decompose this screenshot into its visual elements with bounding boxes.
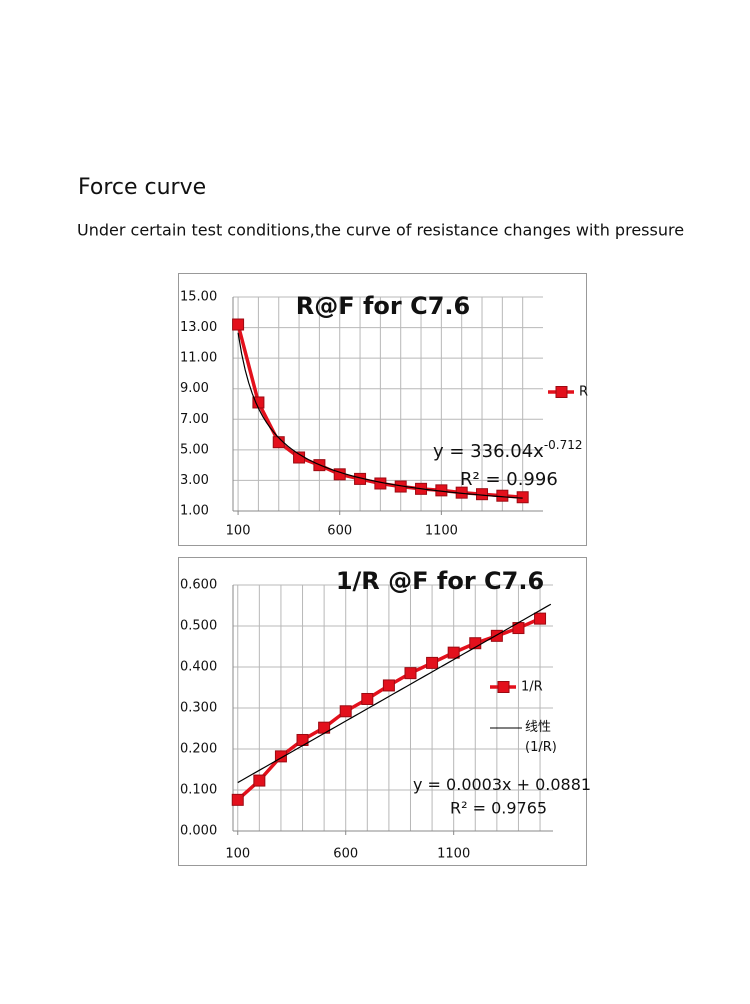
r-squared: R² = 0.996 <box>460 469 558 490</box>
page-subtitle: Under certain test conditions,the curve … <box>77 221 684 240</box>
legend-label-box: 线性 (1/R) <box>525 720 557 755</box>
y-tick-label: 0.600 <box>180 578 217 593</box>
y-tick-label: 7.00 <box>180 412 209 427</box>
legend-label: 1/R <box>521 680 543 695</box>
data-marker <box>516 491 529 504</box>
data-marker <box>534 612 547 625</box>
y-tick-label: 0.100 <box>180 783 217 798</box>
data-marker <box>469 637 482 650</box>
trend-equation: y = 336.04x-0.712 <box>433 438 583 463</box>
chart-title: R@F for C7.6 <box>296 292 470 320</box>
y-tick-label: 11.00 <box>180 351 217 366</box>
r-squared: R² = 0.9765 <box>450 799 547 818</box>
data-marker <box>490 629 503 642</box>
x-tick-label: 600 <box>327 524 352 539</box>
legend-marker <box>497 681 510 693</box>
y-tick-label: 5.00 <box>180 442 209 457</box>
chart-title: 1/R @F for C7.6 <box>336 567 544 595</box>
data-marker <box>496 489 509 502</box>
legend-marker <box>555 386 568 398</box>
data-marker <box>447 646 460 659</box>
data-marker <box>339 705 352 718</box>
x-tick-label: 100 <box>226 524 251 539</box>
data-marker <box>231 793 244 806</box>
y-tick-label: 9.00 <box>180 381 209 396</box>
trend-line <box>237 603 552 784</box>
y-tick-label: 0.200 <box>180 742 217 757</box>
y-tick-label: 3.00 <box>180 473 209 488</box>
data-marker <box>274 750 287 763</box>
x-tick-label: 1100 <box>425 524 458 539</box>
x-tick-label: 100 <box>225 847 250 862</box>
equation-text: y = 336.04x <box>433 441 544 462</box>
trend-line <box>237 332 523 499</box>
data-marker <box>272 436 285 449</box>
data-marker <box>382 679 395 692</box>
data-marker <box>253 774 266 787</box>
data-marker <box>232 318 245 331</box>
y-tick-label: 0.300 <box>180 701 217 716</box>
trend-equation: y = 0.0003x + 0.0881 <box>413 775 591 794</box>
equation-text: y = 0.0003x + 0.0881 <box>413 775 591 794</box>
y-tick-label: 0.400 <box>180 660 217 675</box>
x-tick-label: 1100 <box>437 847 470 862</box>
x-tick-label: 600 <box>333 847 358 862</box>
data-marker <box>361 692 374 705</box>
y-tick-label: 0.000 <box>180 824 217 839</box>
data-marker <box>426 656 439 669</box>
data-marker <box>476 488 489 501</box>
legend-label: 线性 (1/R) <box>525 720 557 755</box>
y-tick-label: 0.500 <box>180 619 217 634</box>
equation-exponent: -0.712 <box>544 438 583 452</box>
data-marker <box>404 667 417 680</box>
y-tick-label: 1.00 <box>180 504 209 519</box>
page-title: Force curve <box>78 175 206 200</box>
legend-label: R <box>579 385 588 400</box>
y-tick-label: 13.00 <box>180 320 217 335</box>
chart-frame <box>178 557 587 866</box>
y-tick-label: 15.00 <box>180 290 217 305</box>
